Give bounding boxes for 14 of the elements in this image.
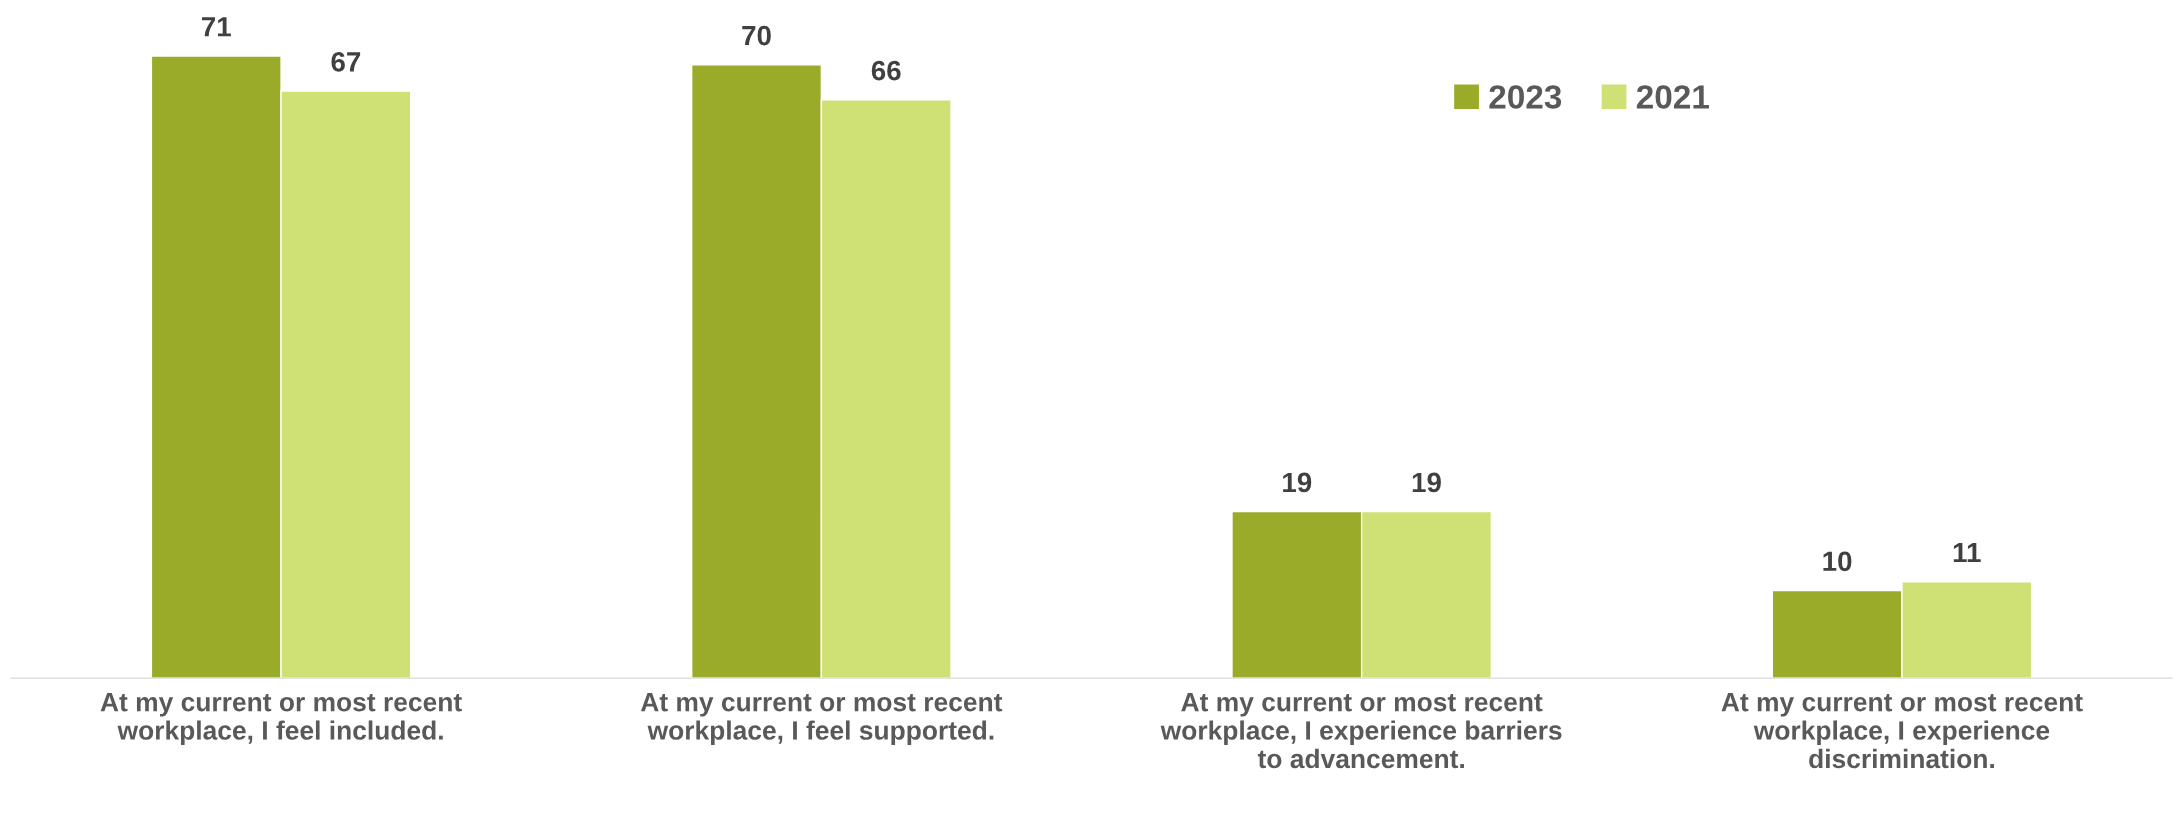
legend-label: 2023 [1489,85,1562,109]
x-tick-label: At my current or most recent workplace, I experience barriers to advancement. [1160,692,1562,769]
data-label: 19 [1412,472,1441,493]
x-tick-label: At my current or most recent workplace, I experience discrimination. [1721,692,2083,769]
legend-label: 2021 [1636,85,1709,109]
data-label: 11 [1953,542,1981,563]
data-label: 70 [742,25,771,46]
data-label: 66 [871,60,901,81]
data-label: 71 [201,17,231,37]
x-tick-label: At my current or most recent workplace, I feel included. [100,692,462,746]
data-label: 10 [1823,551,1852,572]
data-label: 67 [331,51,361,72]
x-tick-label: At my current or most recent workplace, I feel supported. [640,692,1003,746]
data-label: 19 [1283,472,1312,493]
